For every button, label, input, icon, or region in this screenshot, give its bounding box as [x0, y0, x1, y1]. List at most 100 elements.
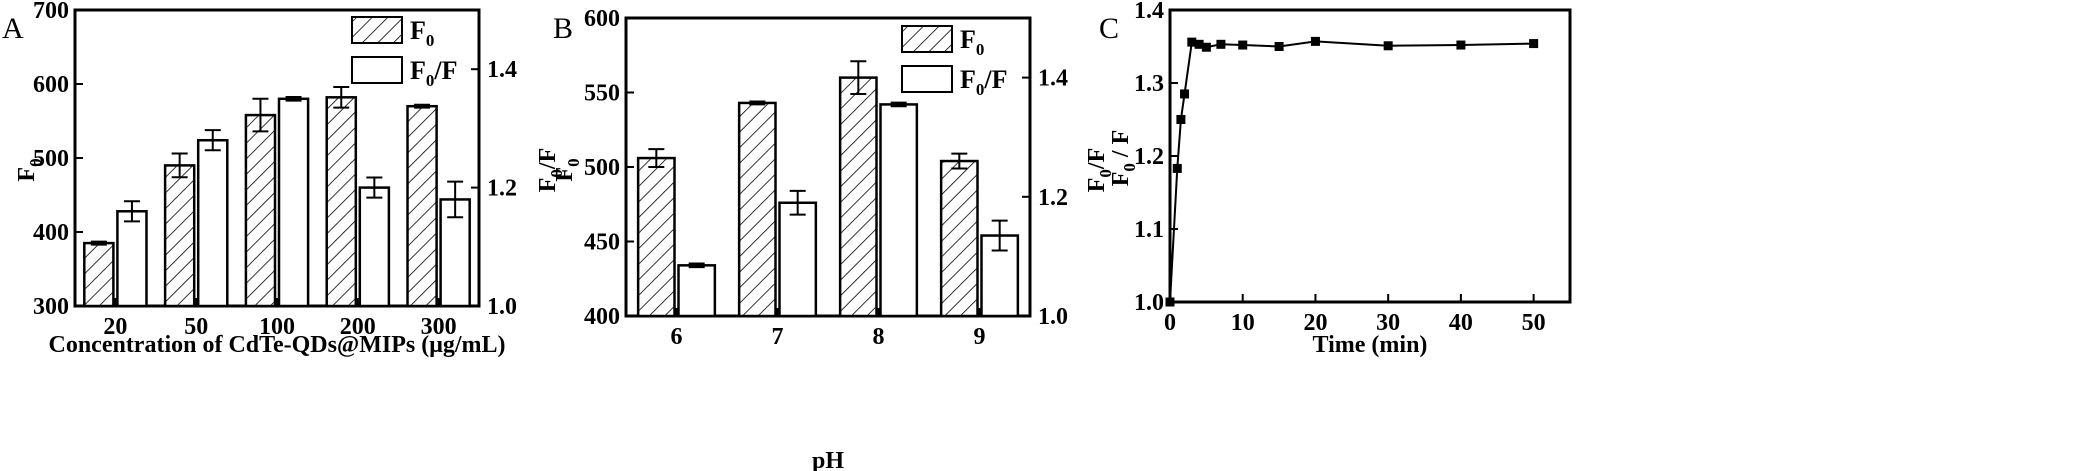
panel-letter: A	[2, 12, 24, 45]
y-axis-title-main: F	[1108, 172, 1134, 187]
x-tick-label: 300	[421, 314, 457, 340]
bar-f0-over-f	[277, 97, 310, 308]
x-tick-label: 8	[873, 324, 885, 350]
y2-axis-title: F0/F	[1084, 148, 1115, 193]
y2-axis-title-rest: /F	[1084, 148, 1110, 170]
data-point	[1216, 39, 1226, 49]
y2-tick-label: 1.0	[487, 294, 517, 320]
x-tick-label: 20	[103, 314, 127, 340]
bar-f0-over-f	[116, 210, 148, 308]
data-point	[1172, 163, 1182, 173]
panel-letter: B	[553, 12, 573, 45]
x-tick-label: 0	[1164, 310, 1176, 336]
bar-f0-over-f	[677, 264, 717, 318]
y-axis-title-main: F	[552, 167, 578, 182]
y-tick-label: 600	[33, 72, 69, 98]
y-axis-title-subscript: 0	[1120, 163, 1139, 172]
bar-f0	[939, 159, 979, 318]
bar-f0	[325, 96, 358, 308]
series-line	[1169, 40, 1534, 303]
x-axis-title: pH	[812, 448, 844, 471]
y-tick-label: 1.1	[1134, 217, 1164, 243]
data-point	[1194, 39, 1204, 49]
bar-f0-over-f	[778, 201, 818, 318]
bar-f0	[163, 164, 196, 308]
y-axis-title: F0 / F	[1108, 130, 1139, 187]
y-tick-label: 500	[584, 155, 620, 181]
legend-swatch-hatched	[901, 25, 953, 53]
y2-tick-label: 1.0	[1038, 304, 1068, 330]
bar-f0-over-f	[196, 138, 229, 308]
x-tick-label: 7	[772, 324, 784, 350]
legend-swatch-open	[351, 56, 403, 84]
x-tick-label: 50	[184, 314, 208, 340]
y2-tick-label: 1.4	[487, 57, 517, 83]
y-tick-label: 400	[584, 304, 620, 330]
y2-axis-title-subscript: 0	[1096, 169, 1115, 178]
y2-axis-title-subscript: 0	[547, 169, 566, 178]
y2-axis-title: F0/F	[535, 148, 566, 193]
panel-a: A 300 400 500 600 700 1.0 1.2 1.4 20 50 100 200 300 F…	[2, 0, 566, 358]
y2-tick-label: 1.2	[487, 176, 517, 202]
y-tick-label: 450	[584, 230, 620, 256]
data-point	[1529, 39, 1539, 49]
panel-c: C 1.01.11.21.31.40 10 20 30 40 50 F0 / F Time…	[1099, 0, 1572, 358]
y-tick-label: 500	[33, 146, 69, 172]
data-point	[1456, 40, 1466, 50]
y-axis-title: F0	[552, 158, 583, 181]
x-tick-label: 6	[671, 324, 683, 350]
y2-tick-label: 1.4	[1038, 66, 1068, 92]
legend-swatch-hatched	[351, 16, 403, 44]
bar-f0	[406, 104, 438, 308]
x-tick-label: 9	[974, 324, 986, 350]
legend-label: F0	[410, 16, 434, 50]
x-tick-label: 200	[340, 314, 376, 340]
data-point	[1310, 36, 1320, 46]
y-tick-label: 1.4	[1134, 0, 1164, 24]
bar-f0	[838, 76, 878, 318]
data-point	[1180, 89, 1190, 99]
x-axis-title: Time (min)	[1313, 332, 1428, 358]
data-point	[1201, 42, 1211, 52]
x-tick-label: 10	[1231, 310, 1255, 336]
bar-f0	[737, 101, 777, 318]
data-point	[1187, 37, 1197, 47]
x-tick-label: 20	[1303, 310, 1327, 336]
y-tick-label: 400	[33, 220, 69, 246]
y-axis-title-subscript: 0	[26, 158, 45, 167]
x-tick-label: 100	[259, 314, 295, 340]
y-tick-label: 1.2	[1134, 144, 1164, 170]
y2-axis-title-main: F	[1084, 178, 1110, 193]
bar-f0-over-f	[879, 103, 919, 318]
y-tick-label: 1.3	[1134, 71, 1164, 97]
bar-f0-over-f	[358, 186, 391, 308]
y-tick-label: 1.0	[1134, 290, 1164, 316]
plot-frame	[1168, 8, 1572, 304]
y-axis-title: F0	[14, 158, 45, 181]
y-tick-label: 550	[584, 81, 620, 107]
legend-label: F0/F	[410, 56, 458, 90]
y-axis-title-rest: / F	[1108, 130, 1134, 163]
y-tick-label: 700	[33, 0, 69, 24]
data-point	[1238, 40, 1248, 50]
x-tick-label: 30	[1376, 310, 1400, 336]
y-axis-title-main: F	[14, 167, 40, 182]
y2-axis-title-rest: /F	[535, 148, 561, 170]
y-tick-label: 300	[33, 294, 69, 320]
bar-f0	[83, 241, 115, 308]
y-axis-title-subscript: 0	[564, 158, 583, 167]
bar-f0	[636, 156, 676, 318]
legend-label: F0	[960, 25, 984, 59]
data-point	[1383, 41, 1393, 51]
data-point	[1274, 42, 1284, 51]
bar-f0	[244, 113, 277, 308]
y2-tick-label: 1.2	[1038, 185, 1068, 211]
x-axis-title: Concentration of CdTe-QDs@MIPs (μg/mL)	[48, 332, 505, 358]
data-point	[1176, 115, 1186, 124]
x-tick-label: 40	[1449, 310, 1473, 336]
panel-letter: C	[1099, 12, 1119, 45]
legend-label: F0/F	[960, 65, 1008, 99]
y-tick-label: 600	[584, 6, 620, 32]
